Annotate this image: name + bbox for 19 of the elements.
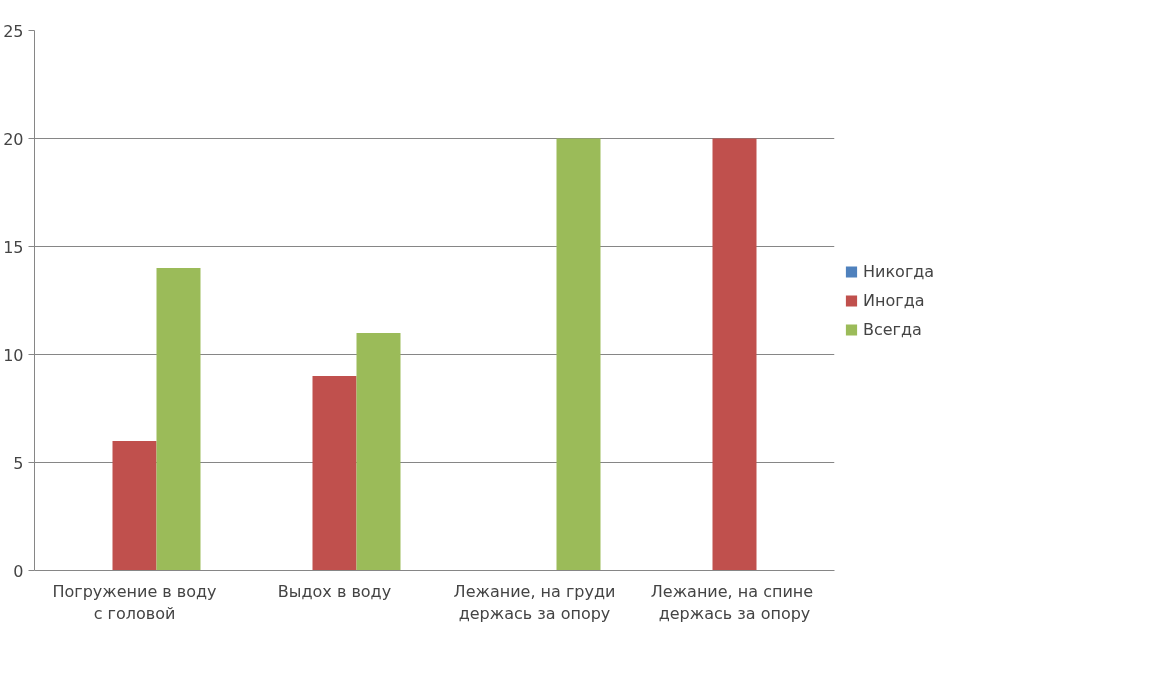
bar — [156, 268, 201, 571]
y-tick-label: 5 — [13, 453, 24, 473]
bar — [312, 376, 357, 571]
legend-label: Никогда — [863, 261, 935, 281]
x-tick-label: Лежание, на спине держась за опору — [650, 581, 814, 624]
y-tick-label: 0 — [13, 561, 24, 581]
legend-label: Иногда — [863, 290, 925, 310]
y-tick-label: 20 — [3, 129, 24, 149]
y-tick-label: 10 — [3, 345, 24, 365]
bar — [112, 440, 157, 571]
y-tick-label: 25 — [3, 21, 24, 41]
bar — [556, 138, 601, 571]
bar — [356, 332, 401, 571]
legend-label: Всегда — [863, 319, 922, 339]
y-tick-label: 15 — [3, 237, 24, 257]
x-tick-label: Выдох в воду — [277, 581, 392, 601]
x-tick-label: Погружение в воду с головой — [52, 581, 217, 624]
bar — [712, 138, 757, 571]
x-tick-label: Лежание, на груди держась за опору — [453, 581, 616, 624]
